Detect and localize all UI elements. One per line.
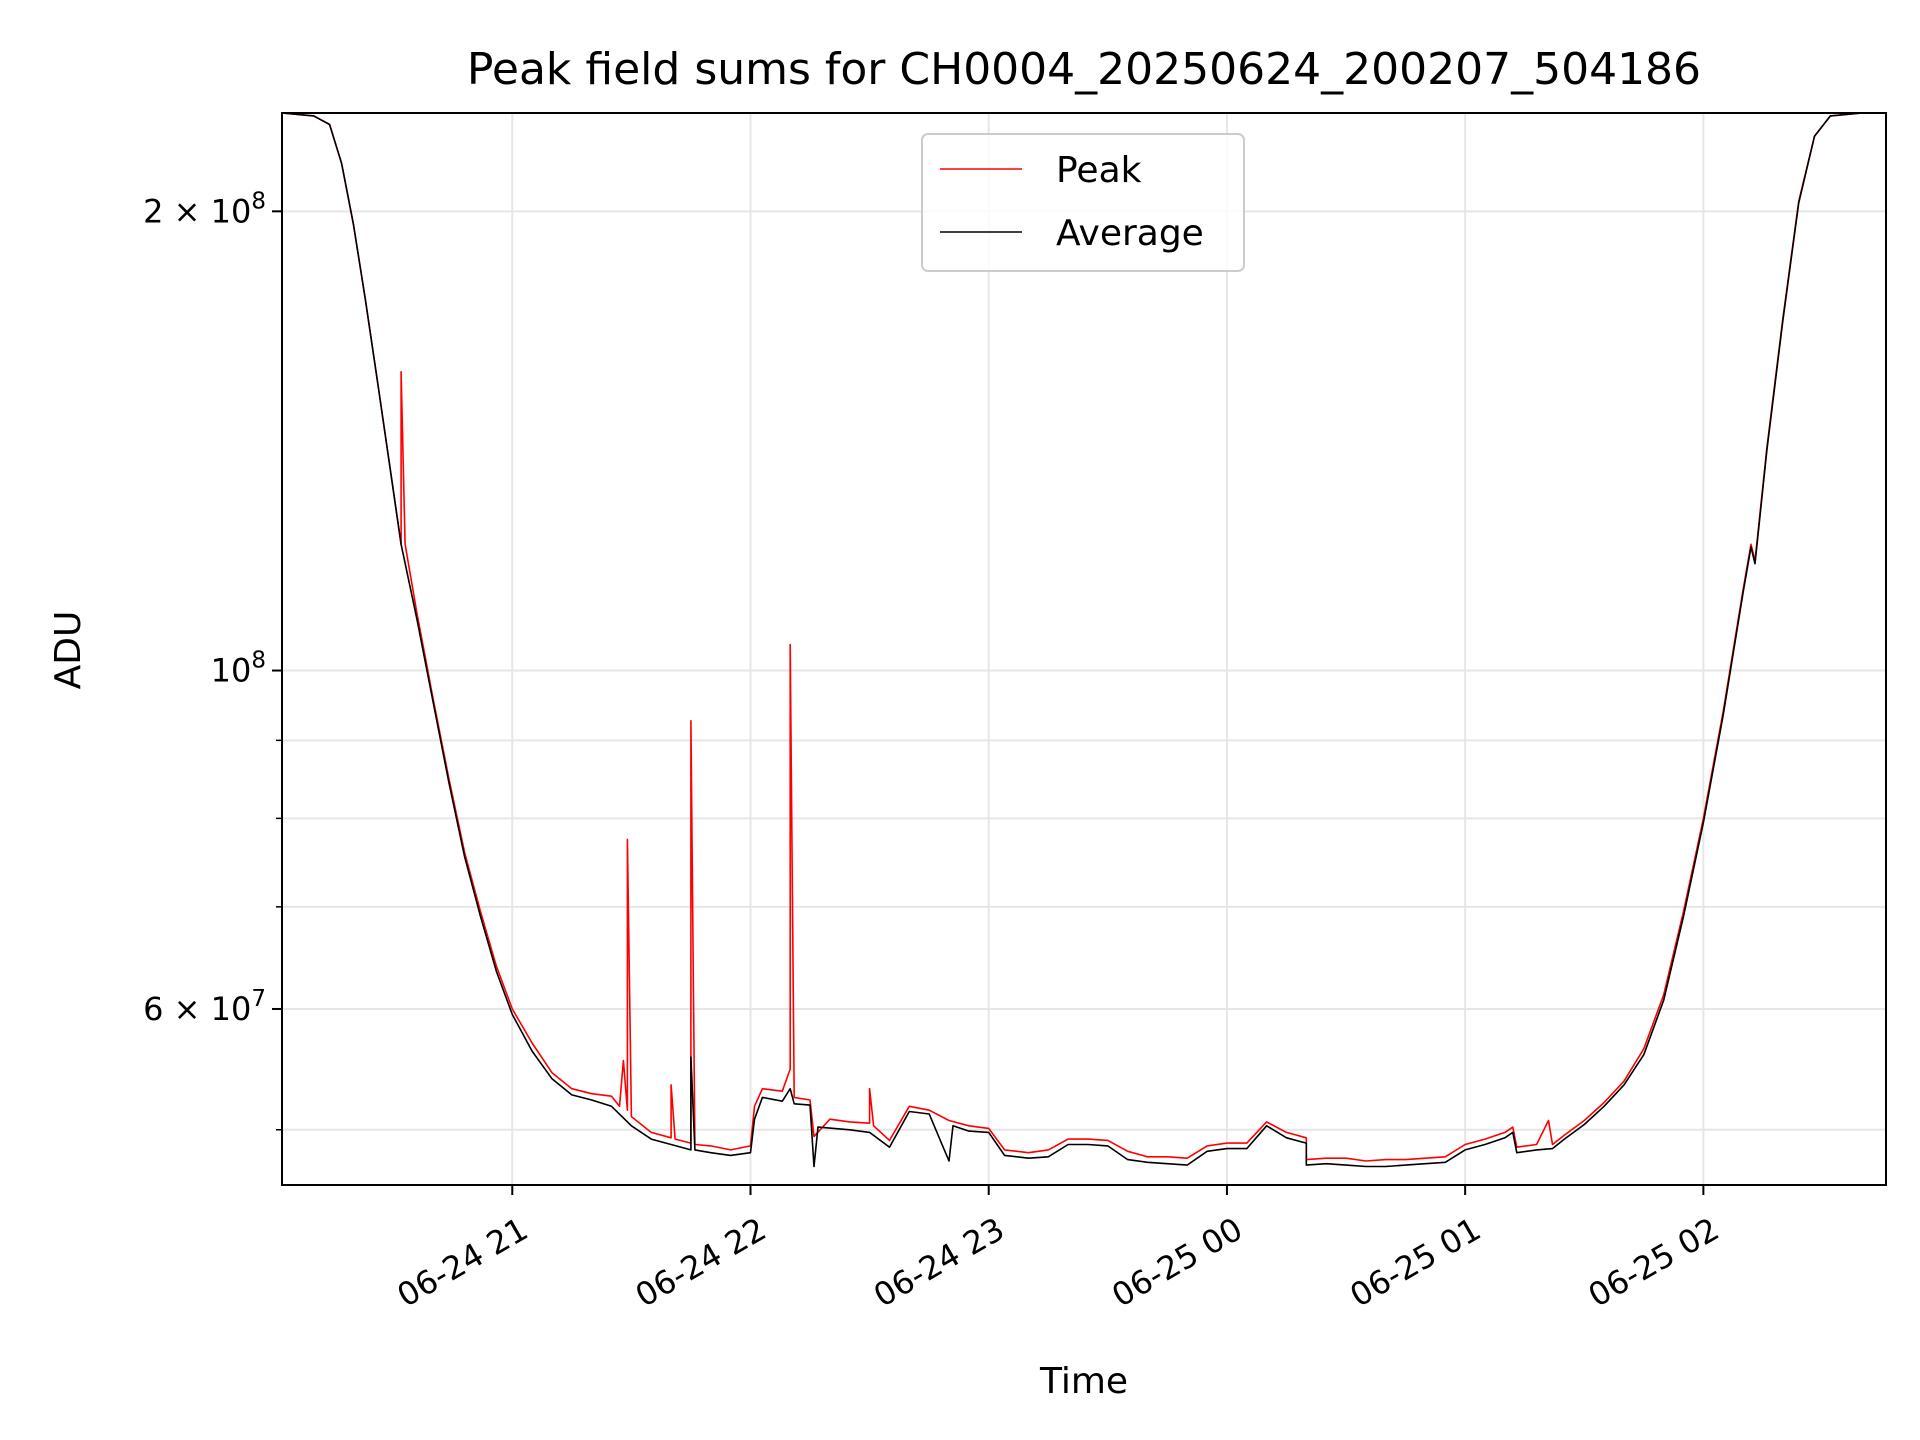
y-tick-times: × [163,192,210,230]
y-tick-exponent: 7 [251,986,266,1012]
y-tick-base: 10 [211,192,252,230]
y-axis-label: ADU [48,611,89,690]
y-tick-times: × [163,990,210,1028]
x-axis-label: Time [1039,1361,1128,1402]
series-line-peak [281,112,1886,1162]
y-tick-label: 6 × 107 [143,986,266,1028]
legend: Peak Average [921,133,1245,272]
y-tick-mantissa: 2 [143,192,163,230]
series-line-average [281,112,1886,1168]
y-tick-base: 10 [211,652,252,690]
legend-label-peak: Peak [1056,150,1142,191]
legend-box [921,133,1245,272]
series-lines [281,112,1886,1168]
y-tick-label: 108 [211,648,266,690]
y-tick-base: 10 [211,990,252,1028]
grid [282,113,1886,1185]
y-tick-label: 2 × 108 [143,188,266,230]
chart-title: Peak field sums for CH0004_20250624_2002… [467,44,1701,95]
y-tick-mantissa: 6 [143,990,163,1028]
y-tick-exponent: 8 [251,648,266,674]
y-tick-exponent: 8 [251,188,266,214]
legend-label-average: Average [1056,213,1204,254]
plot-frame [281,112,1887,1186]
